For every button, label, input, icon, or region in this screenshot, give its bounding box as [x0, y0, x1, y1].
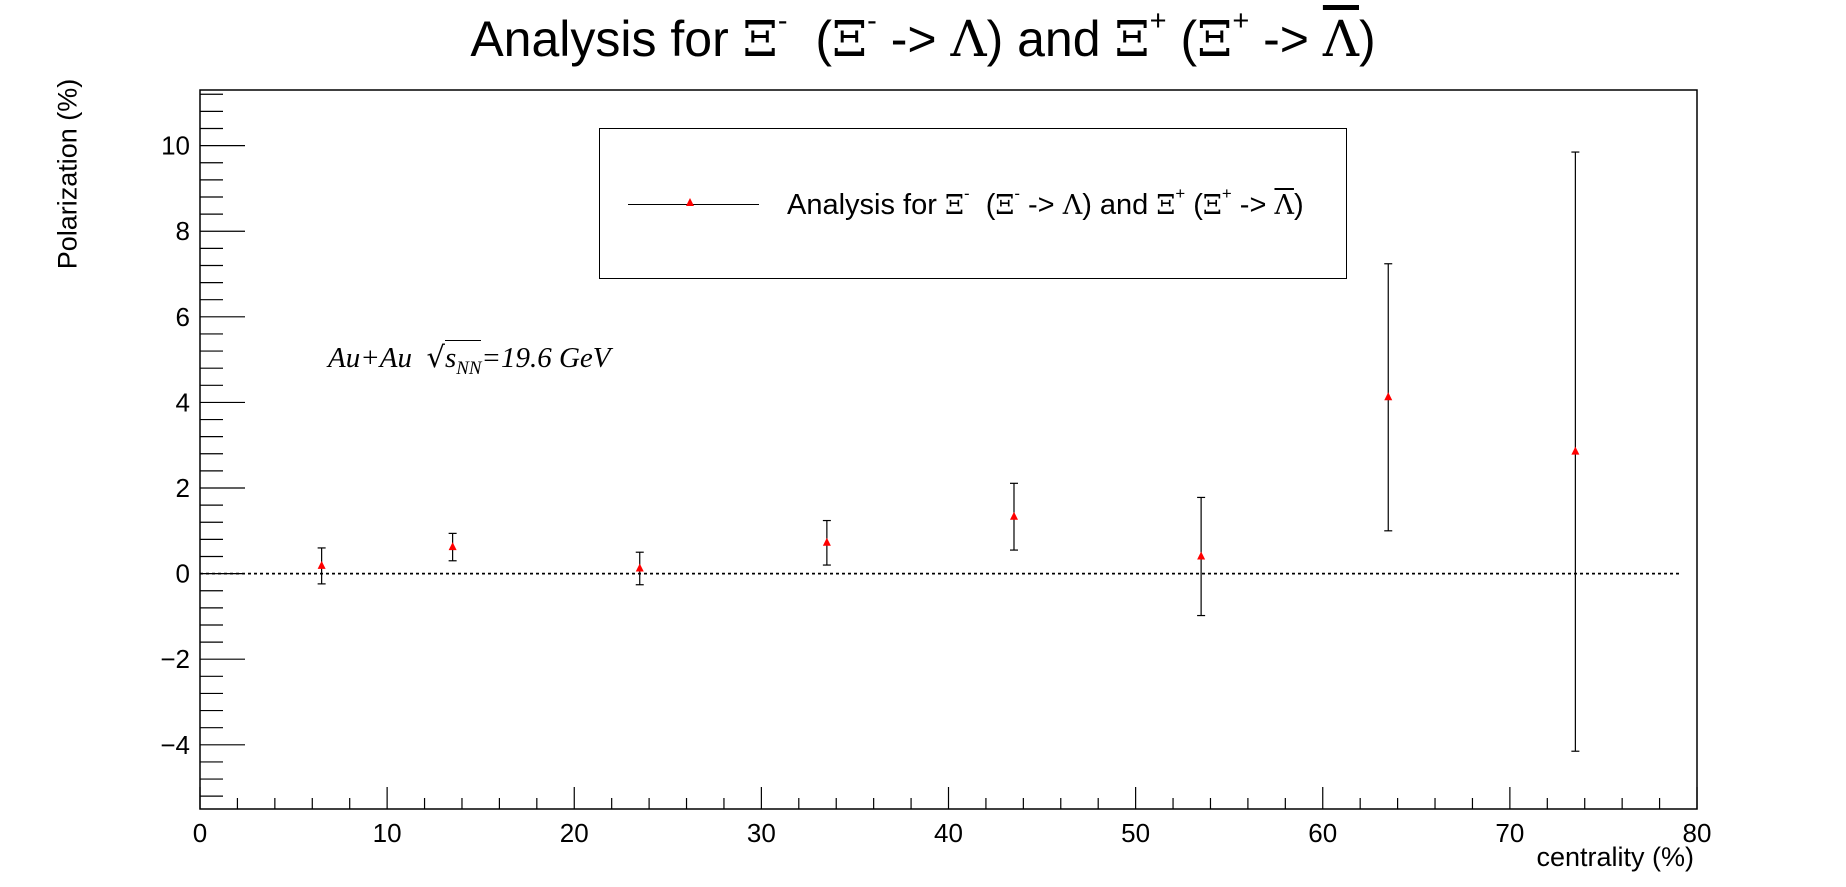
x-tick-label: 50	[1121, 818, 1150, 848]
data-point	[1571, 446, 1580, 455]
y-tick-label: −4	[160, 730, 190, 760]
axes: 0 10 20 30 40 50 60 70 80 −4 −2 0 2 4 6 8 10	[160, 93, 1712, 848]
data-point	[1009, 511, 1018, 520]
data-point	[1384, 392, 1393, 401]
x-tick-label: 10	[373, 818, 402, 848]
y-axis-label: Polarization (%)	[52, 78, 83, 270]
y-tick-label: 2	[176, 473, 190, 503]
legend-marker	[686, 198, 694, 206]
x-tick-label: 20	[560, 818, 589, 848]
x-tick-label: 40	[934, 818, 963, 848]
y-tick-label: 4	[176, 387, 190, 417]
y-tick-label: 10	[161, 131, 190, 161]
x-tick-label: 70	[1495, 818, 1524, 848]
x-tick-label: 80	[1683, 818, 1712, 848]
data-point	[635, 563, 644, 572]
y-tick-label: 0	[176, 559, 190, 589]
chart-title: Analysis for Ξ- (Ξ- -> Λ) and Ξ+ (Ξ+ -> …	[470, 4, 1376, 68]
collision-annotation: Au+Au √sNN=19.6 GeV	[328, 340, 611, 379]
legend-entry: Analysis for Ξ- (Ξ- -> Λ) and Ξ+ (Ξ+ -> …	[787, 183, 1304, 221]
data-point	[1197, 551, 1206, 560]
x-tick-label: 0	[193, 818, 207, 848]
data-marks	[317, 151, 1580, 752]
data-point	[448, 542, 457, 551]
y-tick-label: 6	[176, 302, 190, 332]
y-tick-label: 8	[176, 216, 190, 246]
x-axis-label: centrality (%)	[1536, 842, 1694, 872]
x-tick-label: 60	[1308, 818, 1337, 848]
x-tick-label: 30	[747, 818, 776, 848]
y-tick-label: −2	[160, 644, 190, 674]
data-point	[822, 537, 831, 546]
legend: Analysis for Ξ- (Ξ- -> Λ) and Ξ+ (Ξ+ -> …	[599, 128, 1347, 279]
data-point	[317, 560, 326, 569]
